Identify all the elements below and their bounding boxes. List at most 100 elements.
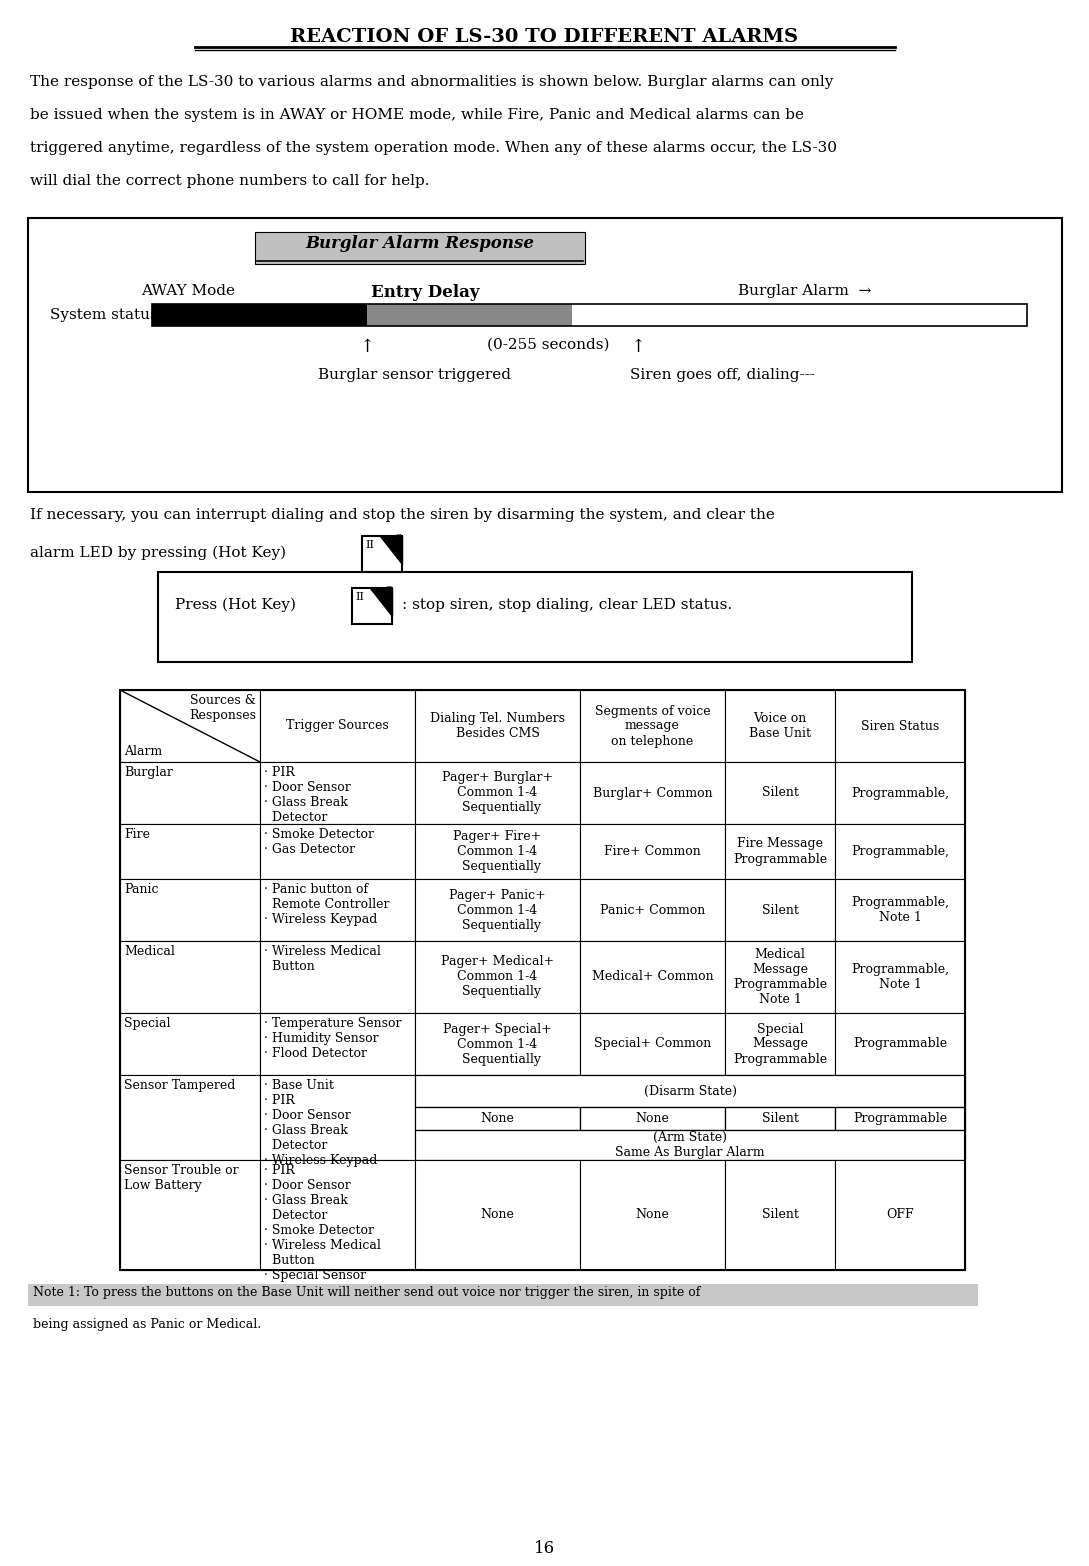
Text: Siren Status: Siren Status <box>861 719 939 733</box>
Text: Burglar: Burglar <box>124 766 173 778</box>
Text: · PIR
· Door Sensor
· Glass Break
  Detector
· Smoke Detector
· Wireless Medical: · PIR · Door Sensor · Glass Break Detect… <box>264 1164 381 1283</box>
Text: Programmable,
Note 1: Programmable, Note 1 <box>851 963 949 991</box>
Bar <box>415 1107 580 1131</box>
Bar <box>415 1131 965 1160</box>
Bar <box>580 691 725 763</box>
Text: Pager+ Special+
Common 1-4
  Sequentially: Pager+ Special+ Common 1-4 Sequentially <box>443 1023 552 1065</box>
Bar <box>120 879 260 941</box>
Text: Silent: Silent <box>761 1209 798 1221</box>
Bar <box>725 763 835 824</box>
Text: Special
Message
Programmable: Special Message Programmable <box>733 1023 827 1065</box>
Bar <box>260 879 415 941</box>
Text: · Temperature Sensor
· Humidity Sensor
· Flood Detector: · Temperature Sensor · Humidity Sensor ·… <box>264 1016 402 1060</box>
Bar <box>260 763 415 824</box>
Text: · Base Unit
· PIR
· Door Sensor
· Glass Break
  Detector
· Wireless Keypad: · Base Unit · PIR · Door Sensor · Glass … <box>264 1079 378 1167</box>
Text: Trigger Sources: Trigger Sources <box>286 719 389 733</box>
Text: triggered anytime, regardless of the system operation mode. When any of these al: triggered anytime, regardless of the sys… <box>30 141 837 155</box>
Text: The response of the LS-30 to various alarms and abnormalities is shown below. Bu: The response of the LS-30 to various ala… <box>30 75 833 89</box>
Bar <box>580 1107 725 1131</box>
Text: (Disarm State): (Disarm State) <box>644 1085 736 1098</box>
Text: Alarm: Alarm <box>124 745 162 758</box>
Bar <box>835 879 965 941</box>
Text: alarm LED by pressing (Hot Key): alarm LED by pressing (Hot Key) <box>30 547 286 561</box>
Text: Panic: Panic <box>124 883 159 896</box>
Bar <box>580 941 725 1013</box>
Text: None: None <box>480 1112 514 1126</box>
Text: Fire: Fire <box>124 828 150 841</box>
Text: AWAY Mode: AWAY Mode <box>140 283 235 298</box>
Text: None: None <box>480 1209 514 1221</box>
Text: If necessary, you can interrupt dialing and stop the siren by disarming the syst: If necessary, you can interrupt dialing … <box>30 507 775 521</box>
Text: Programmable,: Programmable, <box>851 846 949 858</box>
Text: None: None <box>636 1209 670 1221</box>
Text: Siren goes off, dialing---: Siren goes off, dialing--- <box>629 368 815 382</box>
Bar <box>367 304 572 326</box>
Text: Sources &
Responses: Sources & Responses <box>189 694 256 722</box>
Bar <box>415 1013 580 1074</box>
Text: Medical: Medical <box>124 944 175 958</box>
Text: (0-255 seconds): (0-255 seconds) <box>487 338 609 352</box>
Bar <box>580 1013 725 1074</box>
Text: OFF: OFF <box>886 1209 914 1221</box>
Bar <box>260 691 415 763</box>
Bar <box>835 824 965 879</box>
Text: Burglar Alarm  →: Burglar Alarm → <box>738 283 871 298</box>
Text: Sensor Trouble or
Low Battery: Sensor Trouble or Low Battery <box>124 1164 238 1192</box>
Text: None: None <box>636 1112 670 1126</box>
Text: Sensor Tampered: Sensor Tampered <box>124 1079 235 1092</box>
Text: (Arm State)
Same As Burglar Alarm: (Arm State) Same As Burglar Alarm <box>615 1131 764 1159</box>
Bar <box>120 691 965 1270</box>
Text: · Smoke Detector
· Gas Detector: · Smoke Detector · Gas Detector <box>264 828 374 857</box>
Text: REACTION OF LS-30 TO DIFFERENT ALARMS: REACTION OF LS-30 TO DIFFERENT ALARMS <box>290 28 798 45</box>
Bar <box>835 1107 965 1131</box>
Bar <box>725 1013 835 1074</box>
Bar <box>725 879 835 941</box>
Bar <box>835 1013 965 1074</box>
Bar <box>415 691 580 763</box>
Text: Pager+ Panic+
Common 1-4
  Sequentially: Pager+ Panic+ Common 1-4 Sequentially <box>449 888 546 932</box>
Text: Fire Message
Programmable: Fire Message Programmable <box>733 838 827 866</box>
Bar <box>835 763 965 824</box>
Bar <box>580 1107 725 1131</box>
Text: Burglar Alarm Response: Burglar Alarm Response <box>306 235 535 252</box>
Text: Medical+ Common: Medical+ Common <box>591 971 713 983</box>
Text: · Panic button of
  Remote Controller
· Wireless Keypad: · Panic button of Remote Controller · Wi… <box>264 883 390 926</box>
Bar <box>152 304 367 326</box>
Text: ↑: ↑ <box>631 338 646 355</box>
Bar <box>255 232 585 265</box>
Text: Pager+ Fire+
Common 1-4
  Sequentially: Pager+ Fire+ Common 1-4 Sequentially <box>453 830 541 872</box>
Bar <box>725 1160 835 1270</box>
Bar <box>415 1107 580 1131</box>
Bar <box>415 1131 965 1160</box>
Bar <box>415 1074 965 1107</box>
Text: · PIR
· Door Sensor
· Glass Break
  Detector: · PIR · Door Sensor · Glass Break Detect… <box>264 766 351 824</box>
Bar <box>120 941 260 1013</box>
Bar <box>415 941 580 1013</box>
Text: Silent: Silent <box>761 786 798 800</box>
Bar <box>28 218 1062 492</box>
Text: System status:: System status: <box>50 309 163 323</box>
Text: Pager+ Medical+
Common 1-4
  Sequentially: Pager+ Medical+ Common 1-4 Sequentially <box>441 955 554 999</box>
Text: will dial the correct phone numbers to call for help.: will dial the correct phone numbers to c… <box>30 174 429 188</box>
Bar <box>260 824 415 879</box>
Bar <box>120 1013 260 1074</box>
Bar <box>835 1160 965 1270</box>
Bar <box>28 1284 978 1306</box>
Bar <box>120 824 260 879</box>
Text: being assigned as Panic or Medical.: being assigned as Panic or Medical. <box>33 1319 261 1331</box>
Text: Silent: Silent <box>761 904 798 916</box>
Text: Special: Special <box>124 1016 171 1030</box>
Text: be issued when the system is in AWAY or HOME mode, while Fire, Panic and Medical: be issued when the system is in AWAY or … <box>30 108 804 122</box>
Text: Pager+ Burglar+
Common 1-4
  Sequentially: Pager+ Burglar+ Common 1-4 Sequentially <box>442 772 553 814</box>
Text: Programmable: Programmable <box>853 1038 947 1051</box>
Text: Dialing Tel. Numbers
Besides CMS: Dialing Tel. Numbers Besides CMS <box>430 713 565 741</box>
Text: Special+ Common: Special+ Common <box>594 1038 711 1051</box>
Text: Programmable,
Note 1: Programmable, Note 1 <box>851 896 949 924</box>
Bar <box>120 691 260 763</box>
Bar <box>835 1107 965 1131</box>
Bar <box>725 824 835 879</box>
Text: Programmable,: Programmable, <box>851 786 949 800</box>
Bar <box>580 1160 725 1270</box>
Text: Voice on
Base Unit: Voice on Base Unit <box>749 713 811 741</box>
Bar <box>120 763 260 824</box>
